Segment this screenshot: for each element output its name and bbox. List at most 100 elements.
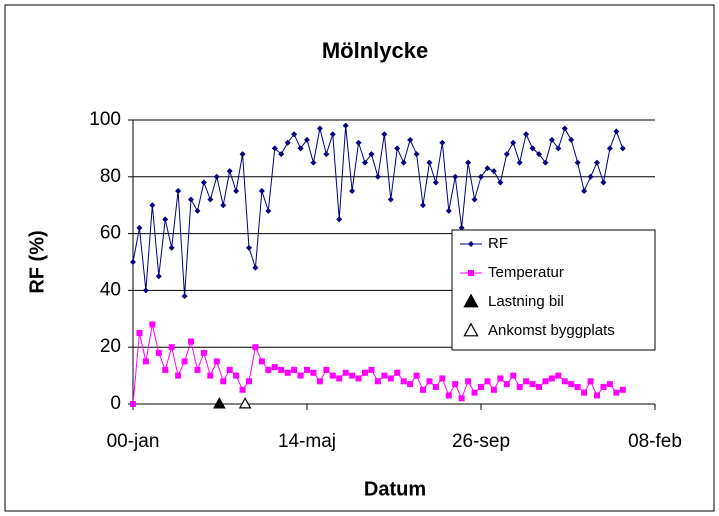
square-marker xyxy=(420,386,426,393)
diamond-marker xyxy=(420,202,426,209)
diamond-marker xyxy=(381,131,388,138)
diamond-marker xyxy=(587,173,594,180)
legend: RF Temperatur Lastning bil Ankomst byggplat… xyxy=(451,229,656,351)
diamond-marker xyxy=(529,145,536,152)
square-marker xyxy=(587,378,594,385)
x-tick-label: 14-maj xyxy=(278,431,336,452)
x-tick-label: 00-jan xyxy=(107,431,160,452)
diamond-marker xyxy=(194,207,201,214)
diamond-marker xyxy=(468,241,474,247)
diamond-marker xyxy=(297,145,304,152)
x-axis-label: Datum xyxy=(364,478,426,500)
diamond-marker xyxy=(155,273,162,280)
square-marker xyxy=(368,366,375,373)
diamond-marker xyxy=(490,168,497,175)
square-marker xyxy=(458,395,465,402)
diamond-marker xyxy=(316,125,323,132)
diamond-marker xyxy=(304,136,310,143)
square-marker xyxy=(613,389,620,396)
diamond-marker xyxy=(413,151,420,158)
square-marker xyxy=(200,349,207,356)
diamond-marker xyxy=(394,145,401,152)
square-marker xyxy=(284,369,291,376)
square-marker xyxy=(142,358,149,365)
diamond-marker xyxy=(568,136,575,143)
diamond-marker xyxy=(600,179,607,186)
diamond-marker xyxy=(136,224,143,231)
diamond-marker xyxy=(278,151,285,158)
diamond-marker xyxy=(606,145,613,152)
diamond-marker xyxy=(291,131,298,138)
legend-label: Ankomst byggplats xyxy=(488,322,615,339)
diamond-marker xyxy=(542,159,549,166)
y-tick-label: 20 xyxy=(100,336,121,357)
diamond-marker xyxy=(362,159,368,166)
square-marker xyxy=(484,378,491,385)
diamond-marker xyxy=(355,139,362,146)
square-marker xyxy=(490,386,497,393)
diamond-marker xyxy=(233,188,240,194)
square-marker xyxy=(568,381,575,388)
diamond-marker xyxy=(200,179,207,186)
legend-box xyxy=(451,229,656,351)
diamond-marker xyxy=(387,196,394,203)
square-marker xyxy=(426,378,433,385)
square-marker xyxy=(439,375,446,382)
square-marker xyxy=(465,378,472,385)
square-marker xyxy=(278,366,285,373)
diamond-marker xyxy=(342,122,349,129)
x-tick-label: 08-feb xyxy=(628,431,682,452)
square-marker xyxy=(529,381,536,388)
triangle-marker xyxy=(213,396,226,409)
diamond-marker xyxy=(336,216,343,223)
square-marker xyxy=(297,372,304,379)
square-marker xyxy=(271,364,278,371)
diamond-marker xyxy=(503,151,510,158)
diamond-marker xyxy=(239,151,246,158)
square-marker xyxy=(252,344,259,351)
square-marker xyxy=(233,372,240,379)
diamond-marker xyxy=(400,159,407,166)
diamond-marker xyxy=(175,188,182,194)
square-marker xyxy=(336,375,343,382)
diamond-marker xyxy=(323,151,330,158)
triangle-marker xyxy=(463,293,479,308)
x-tick-label: 26-sep xyxy=(452,431,510,452)
square-marker xyxy=(407,381,414,388)
diamond-marker xyxy=(329,131,336,138)
square-marker xyxy=(471,389,478,396)
y-tick-label: 40 xyxy=(100,279,121,300)
square-marker xyxy=(265,366,272,373)
diamond-marker xyxy=(168,244,175,251)
square-marker xyxy=(316,378,323,385)
diamond-marker xyxy=(149,202,156,209)
square-marker xyxy=(362,369,368,376)
legend-label: Temperatur xyxy=(488,264,564,281)
diamond-marker xyxy=(484,165,491,172)
diamond-marker xyxy=(265,207,272,214)
square-marker xyxy=(516,383,523,390)
diamond-marker xyxy=(432,179,439,186)
square-marker xyxy=(503,381,510,388)
triangle-marker xyxy=(238,396,252,409)
square-marker xyxy=(445,392,452,399)
diamond-marker xyxy=(561,125,568,132)
diamond-marker xyxy=(349,188,356,194)
square-marker xyxy=(387,375,394,382)
y-tick-label: 60 xyxy=(100,223,121,244)
triangle-marker xyxy=(463,322,479,337)
square-marker xyxy=(355,375,362,382)
square-marker xyxy=(606,381,613,388)
square-marker xyxy=(181,358,188,365)
diamond-marker xyxy=(439,139,446,146)
square-marker xyxy=(194,366,201,373)
diamond-marker xyxy=(426,159,433,166)
y-tick-label: 80 xyxy=(100,166,121,187)
square-marker xyxy=(136,330,143,336)
y-tick-label: 100 xyxy=(89,109,121,130)
y-axis-label: RF (%) xyxy=(26,230,48,293)
square-marker xyxy=(542,378,549,385)
square-marker xyxy=(400,378,407,385)
diamond-marker xyxy=(162,216,169,223)
